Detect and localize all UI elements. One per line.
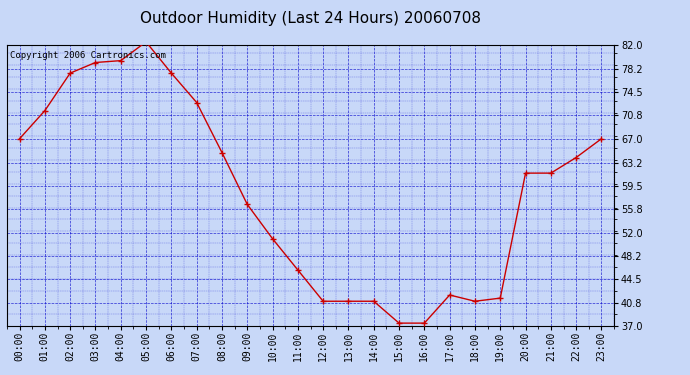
Text: Copyright 2006 Cartronics.com: Copyright 2006 Cartronics.com xyxy=(10,51,166,60)
Text: Outdoor Humidity (Last 24 Hours) 20060708: Outdoor Humidity (Last 24 Hours) 2006070… xyxy=(140,11,481,26)
